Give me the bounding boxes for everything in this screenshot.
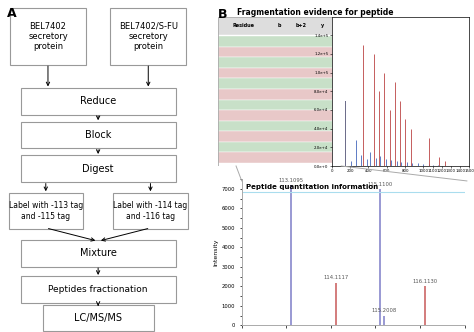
Text: 115.2008: 115.2008 (372, 308, 397, 313)
Text: Peptide quantitation information: Peptide quantitation information (246, 184, 378, 190)
Bar (218, 131, 337, 142)
Text: 114.1117: 114.1117 (323, 275, 348, 280)
Text: Label with -114 tag
and -116 tag: Label with -114 tag and -116 tag (113, 201, 188, 221)
Text: BEL7402/S-FU
secretory
protein: BEL7402/S-FU secretory protein (119, 22, 178, 51)
Text: LC/MS/MS: LC/MS/MS (74, 313, 122, 323)
Y-axis label: Intensity: Intensity (213, 239, 219, 266)
Text: b: b (278, 23, 282, 28)
Bar (218, 36, 337, 46)
FancyBboxPatch shape (21, 240, 175, 267)
FancyBboxPatch shape (10, 8, 86, 65)
Bar (218, 57, 337, 68)
Text: Peptides fractionation: Peptides fractionation (48, 285, 148, 294)
Text: b+2: b+2 (295, 23, 307, 28)
Bar (218, 121, 337, 131)
Text: Block: Block (85, 130, 111, 140)
Text: 113.1095: 113.1095 (279, 178, 304, 183)
Bar (218, 142, 337, 152)
Bar (345, 101, 346, 166)
Bar (218, 89, 337, 100)
Bar (218, 46, 337, 57)
Bar (218, 78, 337, 89)
FancyBboxPatch shape (9, 193, 83, 229)
FancyBboxPatch shape (21, 88, 175, 115)
Bar (218, 68, 337, 78)
Text: Label with -113 tag
and -115 tag: Label with -113 tag and -115 tag (9, 201, 83, 221)
FancyBboxPatch shape (113, 193, 188, 229)
Text: BEL7402
secretory
protein: BEL7402 secretory protein (28, 22, 68, 51)
Bar (218, 100, 337, 110)
Text: Digest: Digest (82, 164, 114, 174)
Bar (218, 17, 337, 35)
Bar (218, 152, 337, 163)
Text: Residue: Residue (232, 23, 254, 28)
Text: Fragmentation evidence for peptide: Fragmentation evidence for peptide (237, 8, 393, 17)
FancyBboxPatch shape (43, 304, 154, 331)
Text: B: B (218, 8, 228, 21)
Text: y: y (321, 23, 324, 28)
FancyBboxPatch shape (21, 122, 175, 148)
Text: 116.1130: 116.1130 (412, 279, 438, 284)
Text: A: A (7, 7, 16, 20)
FancyBboxPatch shape (21, 155, 175, 182)
Text: Reduce: Reduce (80, 96, 116, 106)
FancyBboxPatch shape (110, 8, 186, 65)
Bar (218, 110, 337, 121)
FancyBboxPatch shape (21, 277, 175, 303)
Text: 115.1100: 115.1100 (368, 182, 393, 187)
Text: Mixture: Mixture (80, 248, 117, 258)
